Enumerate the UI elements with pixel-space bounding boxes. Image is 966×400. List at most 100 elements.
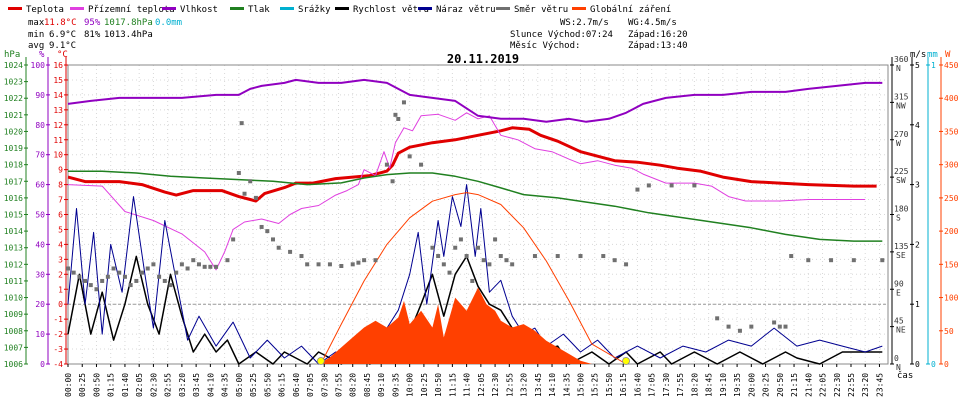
x-axis-label: 04:10 [206, 373, 215, 397]
moon-set: Západ:13:40 [628, 41, 688, 51]
axis-label-wind-dir-compass: NW [896, 101, 906, 110]
wind-direction-point [373, 258, 378, 263]
wind-direction-point [145, 266, 150, 271]
wind-direction-point [77, 274, 82, 279]
axis-label-wind-ms: 5 [915, 61, 920, 70]
x-axis-label: 15:00 [577, 373, 586, 397]
axis-label-pressure_hpa: 1022 [4, 94, 23, 103]
wind-direction-point [624, 262, 629, 267]
axis-label-temp_c: -3 [53, 345, 63, 354]
x-axis-label: 20:00 [747, 373, 756, 397]
wind-direction-point [94, 287, 99, 292]
axis-label-temp_c: 1 [58, 285, 63, 294]
x-axis-label: 21:40 [804, 373, 813, 397]
axis-label-wind-dir-compass: NE [896, 326, 906, 335]
x-axis-label: 01:15 [107, 373, 116, 397]
x-axis-label: 15:50 [605, 373, 614, 397]
wind-direction-point [174, 270, 179, 275]
legend-swatch [8, 7, 22, 10]
axis-label-wind-dir: 0 [894, 354, 899, 363]
axis-label-pressure_hpa: 1018 [4, 161, 23, 170]
x-axis-label: 01:40 [121, 373, 130, 397]
axis-label-temp_c: 16 [53, 61, 63, 70]
x-axis-label: 09:35 [391, 373, 400, 397]
axis-label-wind-dir-compass: SE [896, 251, 906, 260]
wind-direction-point [202, 264, 207, 269]
wind-direction-point [179, 262, 184, 267]
x-axis-label: 10:50 [434, 373, 443, 397]
stats-min-press: 1013.4hPa [104, 30, 153, 40]
axis-label-humidity_pct: 80 [35, 121, 45, 130]
x-axis-label: 23:20 [861, 373, 870, 397]
axis-label-pressure_hpa: 1013 [4, 244, 23, 253]
axis-label-humidity_pct: 10 [35, 330, 45, 339]
axis-label-wind-dir-compass: SW [896, 176, 906, 185]
wind-direction-point [66, 266, 70, 271]
axis-label-pressure_hpa: 1021 [4, 111, 23, 120]
wind-direction-point [464, 254, 469, 259]
x-axis-label: 04:35 [221, 373, 230, 397]
x-axis-label: 17:30 [662, 373, 671, 397]
wind-direction-point [498, 254, 503, 259]
wind-direction-point [419, 162, 424, 167]
axis-label-humidity_pct: 100 [31, 61, 46, 70]
axis-label-radiation: 200 [944, 227, 959, 236]
x-axis-label: 05:25 [249, 373, 258, 397]
wind-direction-point [470, 278, 475, 283]
stats-min-temp: 6.9°C [49, 30, 76, 40]
axis-label-temp_c: 14 [53, 91, 63, 100]
wind-direction-point [635, 187, 640, 192]
series-line-rychlost-v-tru [67, 255, 883, 365]
axis-label-wind-dir-compass: N [896, 363, 901, 372]
unit-mm: mm [927, 50, 938, 60]
wind-direction-point [453, 245, 458, 250]
unit-time: čas [897, 370, 913, 381]
wind-direction-point [305, 262, 310, 267]
wind-direction-point [134, 278, 139, 283]
wind-direction-point [555, 254, 560, 259]
wind-direction-point [401, 100, 406, 105]
x-axis-label: 00:25 [78, 373, 87, 397]
x-axis-label: 02:30 [149, 373, 158, 397]
legend-label: Přízemní teplota [88, 5, 175, 15]
x-axis-label: 10:25 [420, 373, 429, 397]
wind-direction-point [111, 266, 116, 271]
wind-direction-point [288, 249, 293, 254]
x-axis-label: 07:55 [334, 373, 343, 397]
axis-label-humidity_pct: 70 [35, 151, 45, 160]
wind-direction-point [789, 254, 794, 259]
series-line-p-zemn-teplota [67, 112, 866, 271]
wind-direction-point [829, 258, 834, 263]
wind-direction-point [393, 112, 398, 117]
axis-label-temp_c: 13 [53, 106, 63, 115]
wind-direction-point [168, 283, 173, 288]
x-axis-label: 13:20 [520, 373, 529, 397]
series-line-tlak [68, 170, 883, 242]
axis-label-pressure_hpa: 1023 [4, 78, 23, 87]
wind-direction-point [253, 195, 258, 200]
wind-direction-point [458, 237, 463, 242]
wind-direction-point [157, 274, 162, 279]
legend-swatch [572, 7, 586, 10]
x-axis-label: 11:15 [448, 373, 457, 397]
wind-direction-point [265, 229, 270, 234]
wind-direction-point [327, 262, 332, 267]
x-axis-label: 10:00 [406, 373, 415, 397]
x-axis-label: 12:05 [477, 373, 486, 397]
sun-rise: Slunce Východ:07:24 [510, 30, 613, 40]
stats-block: max 11.8°C 95% 1017.8hPa 0.0mm min 6.9°C… [28, 18, 688, 51]
wind-direction-point [737, 328, 742, 333]
x-axis-label: 14:35 [562, 373, 571, 397]
wind-direction-point [151, 262, 156, 267]
axis-label-humidity_pct: 60 [35, 181, 45, 190]
axis-label-wind-ms: 0 [915, 360, 920, 369]
wind-direction-point [487, 262, 492, 267]
unit-w: W [945, 50, 951, 60]
axis-label-temp_c: 6 [58, 211, 63, 220]
legend-swatch [70, 7, 84, 10]
wind-direction-point [316, 262, 321, 267]
axis-label-radiation: 50 [944, 327, 954, 336]
axis-label-wind-ms: 4 [915, 121, 920, 130]
wind-direction-point [532, 254, 537, 259]
wind-direction-point [276, 245, 281, 250]
